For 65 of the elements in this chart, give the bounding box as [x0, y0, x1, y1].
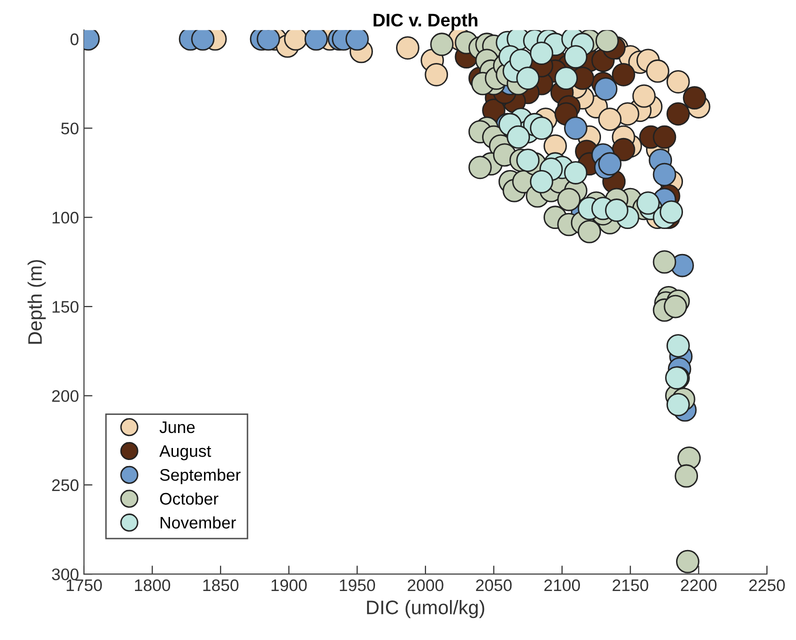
x-tick-label: 1800 — [135, 579, 170, 592]
x-tick-label: 2150 — [612, 579, 648, 592]
point — [632, 84, 656, 108]
x-tick-label: 1900 — [272, 579, 307, 592]
point — [666, 102, 690, 126]
x-tick-label: 1750 — [66, 579, 102, 592]
point — [554, 66, 578, 90]
legend-label: September — [160, 468, 241, 484]
point — [396, 36, 420, 60]
point — [516, 148, 540, 172]
x-tick-label: 1850 — [203, 579, 238, 592]
point — [304, 30, 328, 51]
point — [516, 66, 540, 90]
point — [652, 250, 676, 274]
y-tick-label: 0 — [70, 33, 78, 46]
y-tick-label: 150 — [52, 300, 78, 313]
point — [612, 138, 636, 162]
x-tick-label: 2050 — [476, 579, 512, 592]
y-tick-label: 300 — [52, 568, 78, 580]
point — [682, 86, 706, 110]
point — [664, 294, 688, 318]
point — [256, 30, 280, 51]
point — [605, 198, 628, 222]
point — [557, 188, 581, 212]
legend-label: October — [160, 492, 218, 505]
point — [564, 45, 588, 69]
y-tick-label: 50 — [61, 122, 78, 134]
point — [598, 152, 622, 176]
point — [612, 62, 636, 86]
point — [564, 161, 588, 184]
point — [345, 30, 369, 51]
point — [424, 62, 448, 86]
y-tick-label: 100 — [52, 212, 78, 224]
legend-label: November — [160, 516, 236, 529]
legend-label: June — [160, 421, 195, 434]
point — [191, 30, 214, 51]
point — [636, 191, 660, 215]
point — [646, 59, 670, 83]
point — [674, 464, 698, 488]
point — [530, 42, 554, 65]
y-axis-title: Depth (m) — [28, 260, 46, 344]
y-tick-label: 200 — [52, 390, 78, 402]
point — [652, 125, 676, 149]
x-tick-label: 2250 — [749, 579, 785, 592]
x-tick-label: 2200 — [680, 579, 717, 592]
y-tick-label: 250 — [52, 479, 78, 492]
x-axis-title: DIC (umol/kg) — [367, 600, 484, 618]
point — [666, 392, 690, 416]
point — [666, 70, 690, 94]
point — [578, 220, 602, 244]
x-tick-label: 2000 — [408, 579, 444, 592]
point — [598, 108, 622, 131]
point — [652, 162, 676, 186]
x-tick-label: 1950 — [340, 579, 376, 592]
point — [666, 334, 690, 358]
point — [430, 32, 454, 56]
point — [284, 30, 308, 51]
point — [564, 116, 588, 140]
legend-label: August — [159, 445, 212, 460]
chart-title: DIC v. Depth — [374, 13, 478, 30]
point — [676, 550, 700, 574]
x-tick-label: 2100 — [544, 579, 580, 592]
point — [530, 170, 554, 194]
point — [594, 77, 618, 101]
point — [468, 156, 492, 180]
